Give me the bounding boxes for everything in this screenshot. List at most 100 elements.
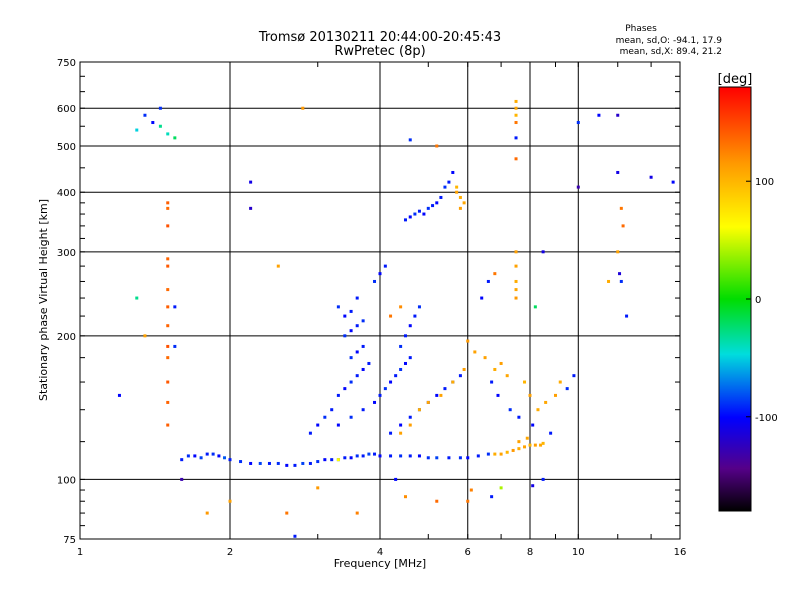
data-point	[649, 175, 653, 179]
colorbar-label: [deg]	[718, 72, 753, 87]
data-point	[330, 408, 334, 412]
x-tick-label: 2	[227, 547, 233, 558]
data-point	[361, 454, 365, 458]
data-point	[249, 461, 253, 465]
data-point	[408, 215, 412, 219]
data-point	[403, 495, 407, 499]
data-point	[367, 361, 371, 365]
data-point	[426, 400, 430, 404]
data-point	[541, 250, 545, 254]
data-point	[308, 431, 312, 435]
data-point	[394, 374, 398, 378]
data-point	[462, 367, 466, 371]
data-point	[496, 393, 500, 397]
data-point	[417, 305, 421, 309]
data-point	[483, 356, 487, 360]
data-point	[597, 113, 601, 117]
data-point	[343, 387, 347, 391]
data-point	[228, 499, 232, 503]
x-tick-label: 8	[527, 547, 533, 558]
data-point	[193, 454, 197, 458]
data-point	[523, 445, 527, 449]
x-tick-label: 16	[674, 547, 687, 558]
y-tick-label: 400	[57, 188, 76, 199]
data-point	[166, 288, 170, 292]
data-point	[373, 400, 377, 404]
data-point	[399, 367, 403, 371]
data-point	[514, 113, 518, 117]
data-point	[355, 511, 359, 515]
data-point	[373, 279, 377, 283]
data-point	[505, 450, 509, 454]
data-point	[619, 279, 623, 283]
data-point	[166, 305, 170, 309]
data-point	[378, 454, 382, 458]
data-point	[223, 456, 227, 460]
data-point	[180, 477, 184, 481]
data-point	[435, 201, 439, 205]
data-point	[180, 458, 184, 462]
data-point	[493, 452, 497, 456]
y-tick-label: 500	[57, 142, 76, 153]
y-axis-label: Stationary phase Virtual Height [km]	[37, 199, 50, 401]
data-point	[383, 264, 387, 268]
data-point	[553, 393, 557, 397]
data-point	[499, 486, 503, 490]
data-point	[389, 431, 393, 435]
data-point	[541, 477, 545, 481]
data-point	[544, 400, 548, 404]
data-point	[173, 305, 177, 309]
data-point	[490, 380, 494, 384]
data-point	[399, 454, 403, 458]
data-point	[403, 361, 407, 365]
data-point	[469, 488, 473, 492]
y-tick-label: 600	[57, 104, 76, 115]
data-point	[499, 361, 503, 365]
data-point	[517, 447, 521, 451]
data-point	[211, 452, 215, 456]
data-point	[394, 477, 398, 481]
data-point	[422, 212, 426, 216]
data-point	[528, 393, 532, 397]
y-tick-label: 200	[57, 332, 76, 343]
colorbar-tick-label: 100	[755, 177, 774, 188]
data-point	[293, 534, 297, 538]
data-point	[343, 456, 347, 460]
data-point	[451, 380, 455, 384]
colorbar: [deg] 100 0 -100	[718, 72, 778, 512]
data-point	[435, 144, 439, 148]
data-point	[413, 212, 417, 216]
data-point	[619, 206, 623, 210]
data-point	[616, 113, 620, 117]
data-point	[349, 329, 353, 333]
data-point	[531, 423, 535, 427]
data-point	[447, 456, 451, 460]
data-point	[408, 324, 412, 328]
data-point	[525, 436, 529, 440]
data-point	[173, 344, 177, 348]
data-point	[239, 460, 243, 464]
data-point	[493, 272, 497, 276]
data-point	[166, 344, 170, 348]
data-point	[301, 106, 305, 110]
data-point	[541, 441, 545, 445]
data-point	[511, 448, 515, 452]
data-point	[514, 296, 518, 300]
data-point	[435, 456, 439, 460]
data-point	[439, 195, 443, 199]
data-point	[455, 190, 459, 194]
data-point	[565, 387, 569, 391]
chart-title: Tromsø 20130211 20:44:00-20:45:43	[258, 30, 501, 45]
data-point	[462, 201, 466, 205]
data-point	[514, 157, 518, 161]
data-point	[417, 408, 421, 412]
data-point	[435, 393, 439, 397]
data-point	[323, 458, 327, 462]
data-point	[355, 324, 359, 328]
data-point	[607, 279, 611, 283]
data-point	[408, 454, 412, 458]
data-point	[336, 305, 340, 309]
data-point	[135, 296, 139, 300]
